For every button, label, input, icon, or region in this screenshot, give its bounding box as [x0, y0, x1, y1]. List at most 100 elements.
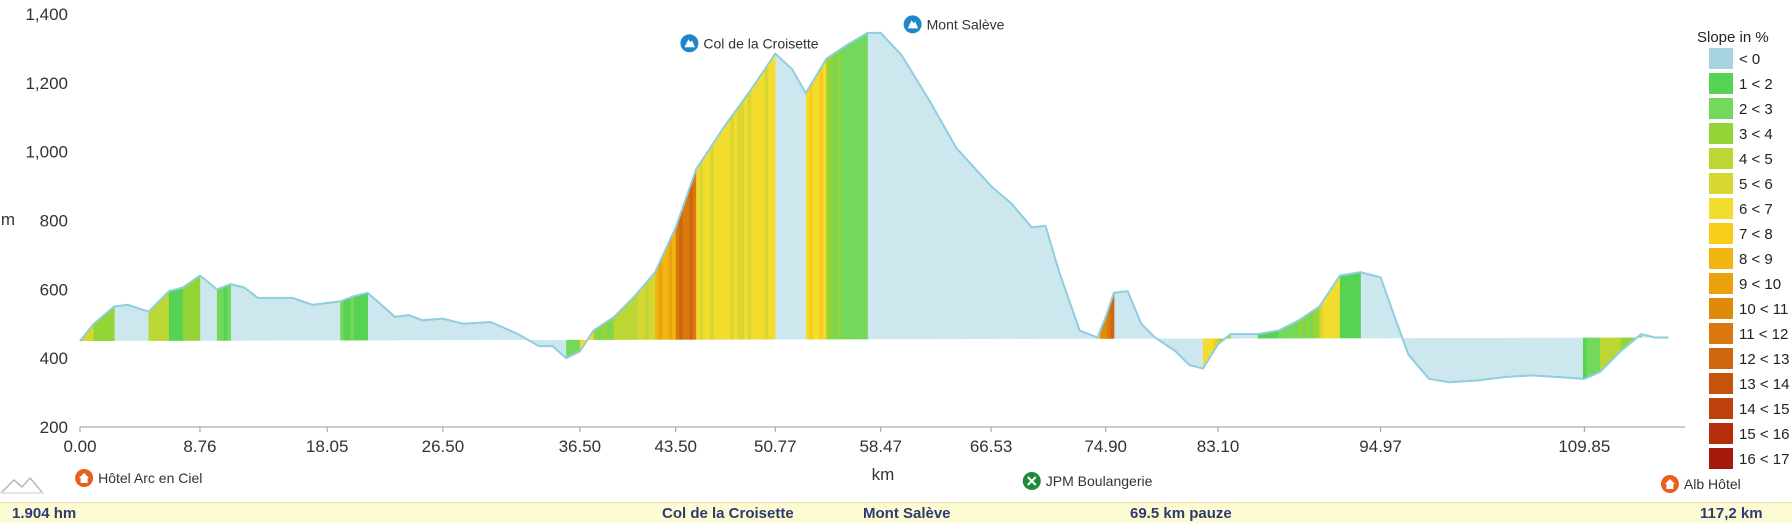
- slope-stripe: [709, 32, 714, 383]
- slope-stripe: [172, 32, 177, 383]
- y-axis-title: m: [1, 210, 15, 229]
- slope-stripe: [720, 32, 725, 383]
- mountain-glyph: [907, 20, 919, 29]
- slope-stripe: [90, 32, 95, 383]
- slope-stripe: [586, 32, 591, 383]
- slope-stripe: [1220, 32, 1224, 383]
- slope-stripe: [668, 32, 673, 383]
- slope-stripe: [1586, 32, 1591, 383]
- slope-stripe: [733, 32, 738, 383]
- slope-stripe: [566, 32, 570, 383]
- slope-stripe: [158, 32, 163, 383]
- slope-stripe: [107, 32, 112, 383]
- legend-swatch: [1709, 148, 1733, 169]
- slope-stripe: [658, 32, 663, 383]
- slope-stripe: [716, 32, 721, 383]
- slope-stripe: [1630, 32, 1635, 383]
- total-distance: 117,2 km: [1700, 505, 1763, 522]
- slope-stripe: [631, 32, 636, 383]
- slope-stripe: [1103, 32, 1108, 383]
- slope-stripe: [1107, 32, 1111, 383]
- slope-stripe: [1271, 32, 1276, 383]
- y-tick-label: 600: [40, 280, 68, 299]
- slope-stripe: [723, 32, 728, 383]
- legend-swatch: [1709, 323, 1733, 344]
- summit-name: Mont Salève: [863, 505, 951, 522]
- slope-stripe: [751, 32, 755, 383]
- slope-stripe: [227, 32, 232, 383]
- legend-label: < 0: [1739, 51, 1760, 68]
- slope-stripe: [1589, 32, 1594, 383]
- slope-stripe: [165, 32, 170, 383]
- slope-stripe: [350, 32, 355, 383]
- x-tick-label: 50.77: [754, 437, 797, 456]
- slope-stripe: [627, 32, 632, 383]
- slope-stripe: [747, 32, 752, 383]
- slope-stripe: [192, 32, 197, 383]
- slope-stripe: [148, 32, 153, 383]
- waypoint-label: Hôtel Arc en Ciel: [98, 470, 202, 486]
- slope-legend: Slope in % < 0 1 < 2 2 < 3 3 < 4 4 < 5 5 < 6 6 …: [1697, 29, 1789, 469]
- slope-stripe: [1285, 32, 1289, 383]
- slope-stripe: [1291, 32, 1296, 383]
- slope-stripe: [579, 32, 584, 383]
- slope-stripe: [179, 32, 184, 383]
- slope-stripe: [864, 32, 868, 383]
- slope-stripe: [1600, 32, 1604, 383]
- slope-stripe: [740, 32, 745, 383]
- slope-stripe: [1309, 32, 1313, 383]
- slope-stripe: [685, 32, 690, 383]
- slope-stripe: [1209, 32, 1214, 383]
- slope-stripe: [1620, 32, 1625, 383]
- slope-stripe: [162, 32, 166, 383]
- slope-stripe: [1257, 32, 1262, 383]
- slope-stripe: [757, 32, 762, 383]
- slope-stripe: [614, 32, 618, 383]
- route-summary-bar: 1.904 hm Col de la Croisette Mont Salève…: [0, 502, 1792, 523]
- slope-stripe: [610, 32, 615, 383]
- slope-stripe: [220, 32, 225, 383]
- legend-label: 6 < 7: [1739, 201, 1773, 218]
- y-tick-label: 1,200: [25, 74, 68, 93]
- legend-label: 2 < 3: [1739, 101, 1773, 118]
- slope-stripe: [155, 32, 160, 383]
- slope-stripe: [829, 32, 834, 383]
- x-tick-label: 36.50: [559, 437, 602, 456]
- legend-swatch: [1709, 248, 1733, 269]
- slope-stripe: [860, 32, 865, 383]
- slope-stripe: [1110, 32, 1115, 383]
- y-tick-label: 800: [40, 212, 68, 231]
- slope-stripe: [648, 32, 653, 383]
- legend-label: 16 < 17: [1739, 451, 1789, 468]
- legend-label: 12 < 13: [1739, 351, 1789, 368]
- slope-stripe: [1596, 32, 1601, 383]
- legend-label: 13 < 14: [1739, 376, 1789, 393]
- slope-stripe: [692, 32, 697, 383]
- slope-stripe: [93, 32, 98, 383]
- y-tick-label: 200: [40, 418, 68, 437]
- slope-stripe: [655, 32, 659, 383]
- slope-stripe: [364, 32, 368, 383]
- slope-stripe: [86, 32, 91, 383]
- peak-label: Mont Salève: [927, 16, 1005, 32]
- slope-stripe: [1634, 32, 1639, 383]
- slope-stripe: [1268, 32, 1272, 383]
- slope-stripe: [360, 32, 365, 383]
- x-tick-label: 58.47: [859, 437, 902, 456]
- slope-stripe: [706, 32, 711, 383]
- slope-stripe: [809, 32, 814, 383]
- waypoint-label: Alb Hôtel: [1684, 476, 1741, 492]
- legend-label: 14 < 15: [1739, 401, 1789, 418]
- slope-stripe: [1624, 32, 1628, 383]
- slope-stripe: [634, 32, 639, 383]
- slope-stripe: [1305, 32, 1310, 383]
- pause-info: 69.5 km pauze: [1130, 505, 1232, 522]
- peak-markers: Col de la Croisette Mont Salève: [680, 15, 1005, 53]
- slope-stripe: [850, 32, 855, 383]
- slope-stripe: [100, 32, 105, 383]
- slope-stripe: [182, 32, 187, 383]
- legend-label: 1 < 2: [1739, 76, 1773, 93]
- slope-stripe: [730, 32, 735, 383]
- slope-stripe: [833, 32, 838, 383]
- slope-stripe: [1295, 32, 1300, 383]
